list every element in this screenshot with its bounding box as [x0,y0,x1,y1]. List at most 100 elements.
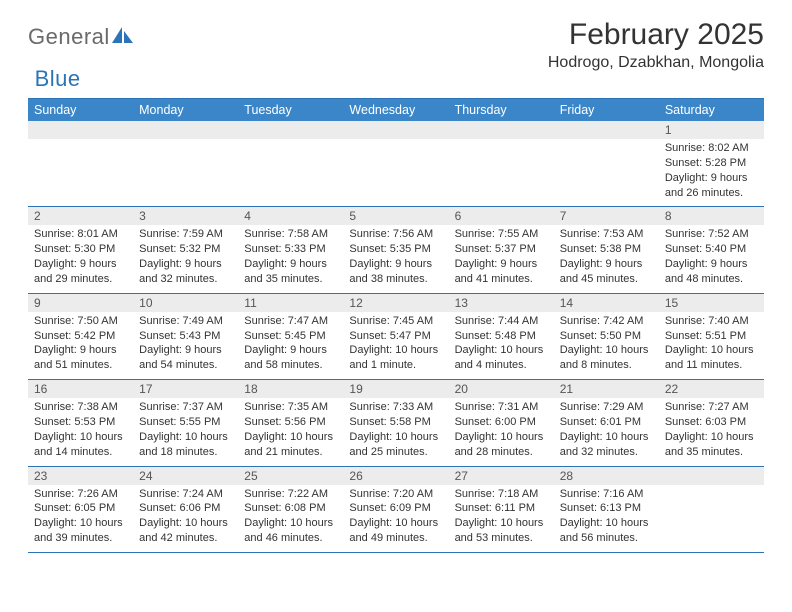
day-cell: Sunrise: 7:40 AMSunset: 5:51 PMDaylight:… [659,312,764,379]
logo-text-general: General [28,24,110,50]
day-label-tuesday: Tuesday [238,99,343,121]
daylight-text: Daylight: 9 hours and 58 minutes. [244,343,337,373]
sunrise-text: Sunrise: 7:27 AM [665,400,758,415]
sunset-text: Sunset: 6:11 PM [455,501,548,516]
day-number: 11 [238,294,343,312]
sunrise-text: Sunrise: 7:59 AM [139,227,232,242]
day-number: 17 [133,380,238,398]
daylight-text: Daylight: 9 hours and 48 minutes. [665,257,758,287]
day-cell: Sunrise: 7:47 AMSunset: 5:45 PMDaylight:… [238,312,343,379]
daylight-text: Daylight: 9 hours and 38 minutes. [349,257,442,287]
sunset-text: Sunset: 6:01 PM [560,415,653,430]
day-cell [133,139,238,206]
day-cell: Sunrise: 7:52 AMSunset: 5:40 PMDaylight:… [659,225,764,292]
daylight-text: Daylight: 10 hours and 32 minutes. [560,430,653,460]
sunset-text: Sunset: 5:51 PM [665,329,758,344]
day-cell: Sunrise: 7:53 AMSunset: 5:38 PMDaylight:… [554,225,659,292]
sunrise-text: Sunrise: 7:22 AM [244,487,337,502]
day-number [238,121,343,139]
calendar-week: 232425262728Sunrise: 7:26 AMSunset: 6:05… [28,467,764,553]
daylight-text: Daylight: 10 hours and 49 minutes. [349,516,442,546]
day-cell: Sunrise: 7:24 AMSunset: 6:06 PMDaylight:… [133,485,238,552]
daylight-text: Daylight: 10 hours and 18 minutes. [139,430,232,460]
day-cell: Sunrise: 7:44 AMSunset: 5:48 PMDaylight:… [449,312,554,379]
daylight-text: Daylight: 9 hours and 54 minutes. [139,343,232,373]
day-number: 3 [133,207,238,225]
day-number: 13 [449,294,554,312]
daylight-text: Daylight: 10 hours and 53 minutes. [455,516,548,546]
sunset-text: Sunset: 6:03 PM [665,415,758,430]
sunrise-text: Sunrise: 8:02 AM [665,141,758,156]
day-cell: Sunrise: 7:18 AMSunset: 6:11 PMDaylight:… [449,485,554,552]
title-block: February 2025 Hodrogo, Dzabkhan, Mongoli… [548,18,764,72]
day-number: 15 [659,294,764,312]
daylight-text: Daylight: 10 hours and 4 minutes. [455,343,548,373]
sunset-text: Sunset: 5:38 PM [560,242,653,257]
sunrise-text: Sunrise: 7:38 AM [34,400,127,415]
sunrise-text: Sunrise: 7:56 AM [349,227,442,242]
day-label-monday: Monday [133,99,238,121]
sunset-text: Sunset: 5:45 PM [244,329,337,344]
sunrise-text: Sunrise: 7:18 AM [455,487,548,502]
day-cell: Sunrise: 7:33 AMSunset: 5:58 PMDaylight:… [343,398,448,465]
day-number-row: 1 [28,121,764,139]
day-cell: Sunrise: 7:42 AMSunset: 5:50 PMDaylight:… [554,312,659,379]
day-label-sunday: Sunday [28,99,133,121]
day-number: 1 [659,121,764,139]
day-number [659,467,764,485]
daylight-text: Daylight: 9 hours and 29 minutes. [34,257,127,287]
sunset-text: Sunset: 6:09 PM [349,501,442,516]
day-body-row: Sunrise: 8:02 AMSunset: 5:28 PMDaylight:… [28,139,764,206]
sunset-text: Sunset: 5:33 PM [244,242,337,257]
sunrise-text: Sunrise: 7:45 AM [349,314,442,329]
calendar-week: 1Sunrise: 8:02 AMSunset: 5:28 PMDaylight… [28,121,764,207]
day-cell [449,139,554,206]
day-number-row: 9101112131415 [28,294,764,312]
sunrise-text: Sunrise: 7:37 AM [139,400,232,415]
day-cell [238,139,343,206]
sunset-text: Sunset: 5:48 PM [455,329,548,344]
day-number: 16 [28,380,133,398]
day-number-row: 2345678 [28,207,764,225]
daylight-text: Daylight: 10 hours and 35 minutes. [665,430,758,460]
day-label-thursday: Thursday [449,99,554,121]
sunrise-text: Sunrise: 7:47 AM [244,314,337,329]
day-number [554,121,659,139]
day-label-wednesday: Wednesday [343,99,448,121]
sunset-text: Sunset: 5:40 PM [665,242,758,257]
sunset-text: Sunset: 6:05 PM [34,501,127,516]
day-number: 9 [28,294,133,312]
sunset-text: Sunset: 6:06 PM [139,501,232,516]
day-cell: Sunrise: 7:31 AMSunset: 6:00 PMDaylight:… [449,398,554,465]
sunset-text: Sunset: 5:35 PM [349,242,442,257]
daylight-text: Daylight: 10 hours and 14 minutes. [34,430,127,460]
sunrise-text: Sunrise: 7:31 AM [455,400,548,415]
sunrise-text: Sunrise: 7:16 AM [560,487,653,502]
day-number: 24 [133,467,238,485]
sunrise-text: Sunrise: 7:52 AM [665,227,758,242]
day-number: 6 [449,207,554,225]
day-cell: Sunrise: 7:37 AMSunset: 5:55 PMDaylight:… [133,398,238,465]
day-cell: Sunrise: 7:29 AMSunset: 6:01 PMDaylight:… [554,398,659,465]
day-cell [659,485,764,552]
calendar-body: 1Sunrise: 8:02 AMSunset: 5:28 PMDaylight… [28,121,764,553]
sunset-text: Sunset: 5:42 PM [34,329,127,344]
daylight-text: Daylight: 10 hours and 25 minutes. [349,430,442,460]
sunrise-text: Sunrise: 7:26 AM [34,487,127,502]
day-cell: Sunrise: 7:38 AMSunset: 5:53 PMDaylight:… [28,398,133,465]
daylight-text: Daylight: 9 hours and 51 minutes. [34,343,127,373]
sunset-text: Sunset: 6:00 PM [455,415,548,430]
day-number: 23 [28,467,133,485]
day-number: 8 [659,207,764,225]
month-title: February 2025 [548,18,764,52]
day-cell [554,139,659,206]
sunset-text: Sunset: 5:43 PM [139,329,232,344]
calendar-week: 2345678Sunrise: 8:01 AMSunset: 5:30 PMDa… [28,207,764,293]
sunset-text: Sunset: 5:47 PM [349,329,442,344]
sunrise-text: Sunrise: 7:58 AM [244,227,337,242]
location-subtitle: Hodrogo, Dzabkhan, Mongolia [548,54,764,72]
sunrise-text: Sunrise: 7:44 AM [455,314,548,329]
day-body-row: Sunrise: 7:26 AMSunset: 6:05 PM Daylight:… [28,485,764,552]
day-number [343,121,448,139]
day-number: 22 [659,380,764,398]
